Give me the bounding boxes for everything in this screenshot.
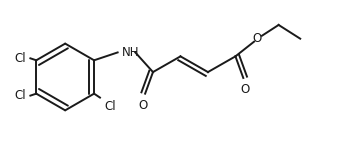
Text: O: O	[241, 83, 250, 96]
Text: Cl: Cl	[15, 52, 26, 65]
Text: Cl: Cl	[15, 89, 26, 102]
Text: Cl: Cl	[104, 100, 115, 112]
Text: O: O	[252, 32, 262, 45]
Text: O: O	[139, 99, 148, 112]
Text: NH: NH	[122, 46, 139, 59]
